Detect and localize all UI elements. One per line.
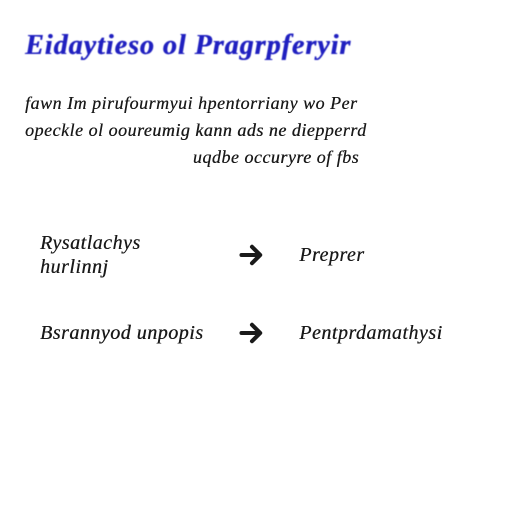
arrow-right-icon	[238, 319, 266, 347]
intro-paragraph: fawn Im pirufourmyui hpentorriany wo Per…	[25, 90, 487, 171]
paragraph-line-2: opeckle ol ooureumig kann ads ne diepper…	[25, 117, 487, 144]
row-left-top: Rysatlachys	[40, 231, 204, 255]
row-right-label: Preprer	[299, 244, 472, 267]
row-left-top: Bsrannyod unpopis	[40, 321, 204, 345]
arrow-right-icon	[238, 241, 266, 269]
diagram-row: Rysatlachys hurlinnj Preprer	[40, 231, 472, 279]
arrow-wrap	[213, 241, 291, 269]
paragraph-line-3: uqdbe occuryre of fbs	[65, 144, 487, 171]
row-left-label: Bsrannyod unpopis	[40, 321, 204, 345]
diagram-row: Bsrannyod unpopis Pentprdamathysi	[40, 319, 472, 347]
page-title: Eidaytieso ol Pragrpferyir	[25, 30, 487, 62]
diagram-rows: Rysatlachys hurlinnj Preprer Bsrannyod u…	[40, 231, 472, 347]
arrow-wrap	[213, 319, 291, 347]
row-right-label: Pentprdamathysi	[299, 322, 472, 345]
row-left-label: Rysatlachys hurlinnj	[40, 231, 204, 279]
row-left-bottom: hurlinnj	[40, 255, 204, 279]
paragraph-line-1: fawn Im pirufourmyui hpentorriany wo Per	[25, 90, 487, 117]
